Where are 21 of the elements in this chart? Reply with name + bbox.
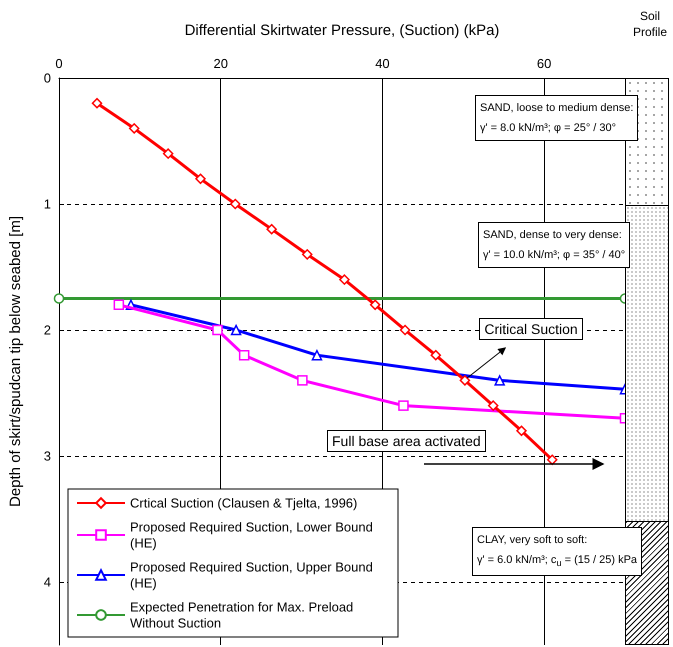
y-tick-label: 0 <box>44 70 51 86</box>
y-tick-label: 3 <box>44 448 51 464</box>
legend-label: Proposed Required Suction, Lower Bound (HE) <box>130 520 376 550</box>
y-axis-title: Depth of skirt/spudcan tip below seabed [m] <box>7 216 24 507</box>
annotation: Full base area activated <box>327 430 486 452</box>
x-tick-label: 40 <box>375 56 390 71</box>
x-tick-label: 20 <box>213 56 228 71</box>
x-tick-label: 0 <box>55 56 63 71</box>
legend-label: Crtical Suction (Clausen & Tjelta, 1996) <box>130 496 358 510</box>
legend-label: Expected Penetration for Max. Preload Without Suction <box>130 600 357 630</box>
legend-label: Proposed Required Suction, Upper Bound (HE) <box>130 560 376 590</box>
x-tick-label: 60 <box>536 56 552 71</box>
y-tick-label: 4 <box>44 574 51 590</box>
annotation: SAND, dense to very dense: γ' = 10.0 kN/m³; φ = 35° / 40° <box>478 222 630 268</box>
y-tick-label: 2 <box>44 322 51 338</box>
annotation: CLAY, very soft to soft: γ' = 6.0 kN/m³; c$_{u}$ = (15 / 25) kPa <box>472 527 642 576</box>
annotation: SAND, loose to medium dense: γ' = 8.0 kN/m³; φ = 25° / 30° <box>475 95 638 141</box>
x-axis-title: Differential Skirtwater Pressure, (Suction) (kPa) <box>184 22 500 39</box>
text: Soil Profile <box>632 8 668 40</box>
annotation: Critical Suction <box>479 318 583 340</box>
y-tick-label: 1 <box>44 196 51 212</box>
